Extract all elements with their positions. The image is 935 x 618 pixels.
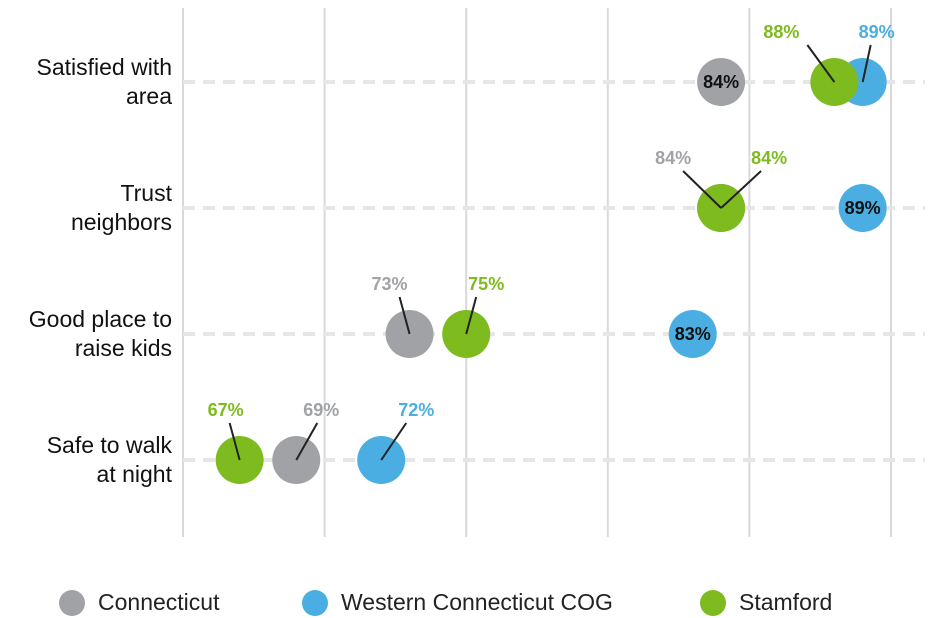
data-label: 89% <box>859 22 895 42</box>
data-label: 73% <box>372 274 408 294</box>
data-label: 84% <box>655 148 691 168</box>
data-label: 84% <box>703 72 739 92</box>
category-label: Trust neighbors <box>70 180 172 235</box>
data-label: 72% <box>398 400 434 420</box>
category-label: Safe to walk at night <box>46 432 172 487</box>
category-label: Satisfied with area <box>36 54 172 109</box>
leader-line <box>228 422 241 461</box>
legend-swatch <box>700 590 726 616</box>
data-label: 84% <box>751 148 787 168</box>
data-label: 89% <box>845 198 881 218</box>
data-label: 83% <box>675 324 711 344</box>
leader-line <box>861 44 872 83</box>
legend-swatch <box>302 590 328 616</box>
legend-label: Stamford <box>739 589 832 615</box>
data-label: 88% <box>763 22 799 42</box>
legend-swatch <box>59 590 85 616</box>
leader-line <box>380 422 408 461</box>
data-label: 67% <box>208 400 244 420</box>
leader-line <box>720 170 762 209</box>
category-label: Good place to raise kids <box>28 306 172 361</box>
legend-label: Connecticut <box>98 589 220 615</box>
dot <box>215 436 264 484</box>
leader-line <box>682 170 722 209</box>
leader-line <box>295 422 319 461</box>
leader-line <box>806 44 836 83</box>
data-label: 69% <box>303 400 339 420</box>
dot <box>838 184 887 232</box>
dot <box>697 58 746 106</box>
leader-line <box>398 296 411 335</box>
legend-label: Western Connecticut COG <box>341 589 613 615</box>
dot <box>668 310 717 358</box>
leader-line <box>465 296 478 335</box>
data-label: 75% <box>468 274 504 294</box>
